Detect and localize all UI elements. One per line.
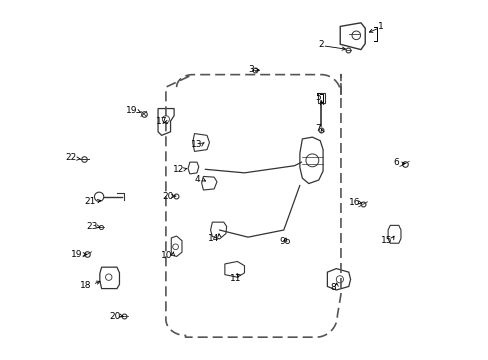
Text: 14: 14	[208, 234, 220, 243]
Text: 1: 1	[377, 22, 383, 31]
Text: 23: 23	[86, 222, 97, 231]
Text: 18: 18	[80, 281, 91, 290]
Bar	[317, 93, 324, 103]
Text: 16: 16	[348, 198, 360, 207]
Text: 2: 2	[318, 40, 324, 49]
Text: 21: 21	[84, 197, 96, 206]
Text: 19: 19	[126, 106, 138, 115]
Text: 12: 12	[173, 165, 184, 174]
Text: 10: 10	[161, 251, 172, 260]
Text: 15: 15	[380, 236, 392, 245]
Text: 17: 17	[156, 117, 167, 126]
Text: 20: 20	[162, 192, 173, 201]
Text: 3: 3	[247, 66, 253, 75]
Text: 8: 8	[329, 283, 335, 292]
Text: 22: 22	[65, 153, 77, 162]
Text: 11: 11	[229, 274, 241, 283]
Text: 20: 20	[109, 312, 121, 321]
Text: 4: 4	[194, 175, 200, 184]
Text: 6: 6	[393, 158, 398, 167]
Text: 5: 5	[315, 93, 320, 102]
Text: 7: 7	[315, 124, 320, 133]
Text: 13: 13	[190, 140, 202, 149]
Text: 19: 19	[71, 250, 82, 259]
Text: 9: 9	[279, 237, 285, 246]
